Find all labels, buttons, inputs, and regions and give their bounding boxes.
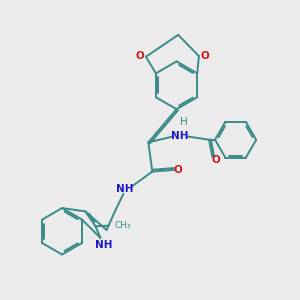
Text: O: O — [136, 51, 145, 62]
Text: NH: NH — [116, 184, 134, 194]
Text: O: O — [211, 155, 220, 165]
Text: H: H — [180, 117, 188, 127]
Text: NH: NH — [171, 131, 189, 141]
Text: CH₃: CH₃ — [115, 221, 131, 230]
Text: NH: NH — [95, 240, 112, 250]
Text: O: O — [173, 165, 182, 175]
Text: O: O — [200, 51, 209, 61]
